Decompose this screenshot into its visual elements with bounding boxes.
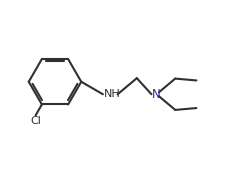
Text: N: N <box>152 88 160 101</box>
Text: NH: NH <box>104 89 120 99</box>
Text: Cl: Cl <box>30 116 41 126</box>
